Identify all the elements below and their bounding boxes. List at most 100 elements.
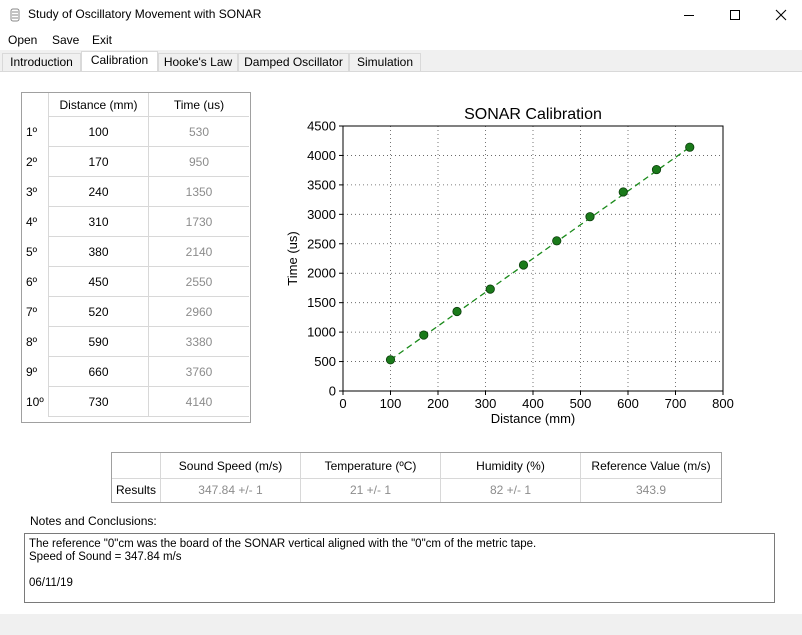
row-header[interactable]: 5º [26,245,38,259]
data-point [552,236,562,246]
row-header[interactable]: 10º [26,395,44,409]
time-cell[interactable]: 2140 [148,237,249,267]
menu-open[interactable]: Open [8,33,38,47]
time-cell[interactable]: 530 [148,117,249,147]
results-corner [112,453,160,479]
row-header[interactable]: 8º [26,335,38,349]
menu-bar: Open Save Exit [0,30,802,50]
tab-introduction[interactable]: Introduction [2,53,81,71]
column-header-time[interactable]: Time (us) [148,93,249,117]
notes-line: The reference "0"cm was the board of the… [29,538,537,550]
row-header[interactable]: 7º [26,305,38,319]
result-humidity[interactable]: 82 +/- 1 [440,479,580,502]
y-axis-label: Time (us) [285,231,300,285]
x-tick-label: 700 [665,396,687,411]
data-point [452,306,462,317]
column-header-sound-speed[interactable]: Sound Speed (m/s) [160,453,300,479]
x-tick-label: 400 [522,396,544,411]
x-tick-label: 100 [380,396,402,411]
result-reference-value[interactable]: 343.9 [580,479,721,502]
y-tick-label: 3000 [307,207,336,222]
column-header-temperature[interactable]: Temperature (ºC) [300,453,440,479]
data-point [651,164,662,175]
x-tick-label: 800 [712,396,734,411]
y-tick-label: 2000 [307,266,336,281]
column-header-humidity[interactable]: Humidity (%) [440,453,580,479]
tab-calibration[interactable]: Calibration [81,51,158,72]
result-temperature[interactable]: 21 +/- 1 [300,479,440,502]
y-tick-label: 4500 [307,119,336,134]
row-header[interactable]: 1º [26,125,38,139]
tab-simulation[interactable]: Simulation [349,53,421,71]
distance-cell[interactable]: 520 [48,297,148,327]
row-header[interactable]: 9º [26,365,38,379]
distance-cell[interactable]: 660 [48,357,148,387]
y-tick-label: 0 [329,384,336,399]
row-header[interactable]: 6º [26,275,38,289]
time-cell[interactable]: 950 [148,147,249,177]
distance-cell[interactable]: 170 [48,147,148,177]
x-tick-label: 600 [617,396,639,411]
notes-line: 06/11/19 [29,577,73,589]
data-point [618,187,628,197]
distance-cell[interactable]: 240 [48,177,148,207]
distance-cell[interactable]: 310 [48,207,148,237]
x-tick-label: 500 [570,396,592,411]
y-tick-label: 1000 [307,325,336,340]
table-corner[interactable] [22,93,48,117]
tab-damped-oscillator[interactable]: Damped Oscillator [238,53,349,71]
minimize-icon [684,15,694,16]
notes-textarea[interactable]: The reference "0"cm was the board of the… [24,533,775,603]
result-sound-speed[interactable]: 347.84 +/- 1 [160,479,300,502]
title-bar: Study of Oscillatory Movement with SONAR [0,0,802,30]
close-icon [775,9,787,21]
distance-cell[interactable]: 450 [48,267,148,297]
x-tick-label: 300 [475,396,497,411]
row-header[interactable]: 2º [26,155,38,169]
row-header[interactable]: 3º [26,185,38,199]
row-header[interactable]: 4º [26,215,38,229]
column-header-reference-value[interactable]: Reference Value (m/s) [580,453,721,479]
data-point [585,212,595,222]
distance-cell[interactable]: 590 [48,327,148,357]
y-tick-label: 1500 [307,295,336,310]
data-point [385,355,396,365]
fit-line [390,146,691,361]
distance-cell[interactable]: 730 [48,387,148,417]
time-cell[interactable]: 3760 [148,357,249,387]
minimize-button[interactable] [666,0,712,30]
menu-save[interactable]: Save [52,33,80,47]
results-table: Sound Speed (m/s) Temperature (ºC) Humid… [111,452,722,503]
data-point [685,142,695,152]
maximize-button[interactable] [712,0,758,30]
notes-label: Notes and Conclusions: [30,514,157,528]
distance-cell[interactable]: 380 [48,237,148,267]
time-cell[interactable]: 2960 [148,297,249,327]
status-bar [0,614,802,635]
menu-exit[interactable]: Exit [92,33,113,47]
time-cell[interactable]: 2550 [148,267,249,297]
distance-cell[interactable]: 100 [48,117,148,147]
sonar-calibration-chart: 0 100 200 300 400 500 600 700 800 0 500 1000 1500 200… [285,106,734,426]
y-tick-label: 4000 [307,148,336,163]
tab-bar: Introduction Calibration Hooke's Law Dam… [0,50,802,72]
window-title: Study of Oscillatory Movement with SONAR [28,7,262,21]
data-point [485,284,495,294]
time-cell[interactable]: 1350 [148,177,249,207]
calibration-table: Distance (mm) Time (us) 1º 100 530 2º 170 950… [21,92,251,423]
time-cell[interactable]: 3380 [148,327,249,357]
data-point [419,330,429,340]
x-tick-label: 200 [427,396,449,411]
tab-hookes-law[interactable]: Hooke's Law [158,53,238,71]
y-tick-label: 500 [314,354,336,369]
data-point [518,260,529,270]
row-header-results[interactable]: Results [115,483,156,497]
notes-line: Speed of Sound = 347.84 m/s [29,551,182,563]
time-cell[interactable]: 1730 [148,207,249,237]
column-header-distance[interactable]: Distance (mm) [48,93,148,117]
time-cell[interactable]: 4140 [148,387,249,417]
y-tick-label: 3500 [307,177,336,192]
chart-title: SONAR Calibration [464,106,602,123]
x-tick-label: 0 [339,396,346,411]
close-button[interactable] [758,0,802,30]
